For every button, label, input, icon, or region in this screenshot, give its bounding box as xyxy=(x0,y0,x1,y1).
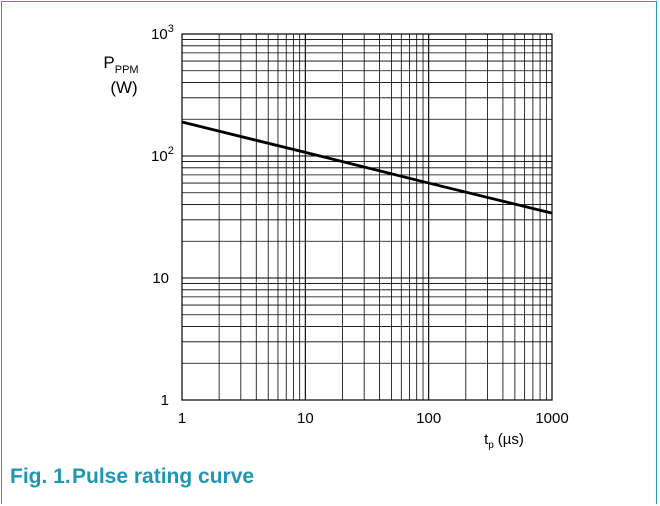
y-axis-unit: (W) xyxy=(110,78,137,97)
pulse-rating-curve xyxy=(181,120,553,215)
x-tick-label: 10 xyxy=(297,410,314,427)
chart-curves xyxy=(181,120,553,215)
y-tick-label: 10 xyxy=(152,270,169,287)
figure-caption: Fig. 1.Pulse rating curve xyxy=(10,465,254,489)
x-tick-label: 1 xyxy=(178,410,186,427)
x-tick-label: 100 xyxy=(416,410,441,427)
y-axis-label: PPPM xyxy=(103,53,138,76)
figure-number: Fig. 1. xyxy=(10,465,71,488)
y-tick-labels: 1 10 102 103 xyxy=(151,23,174,409)
x-tick-label: 1000 xyxy=(535,410,568,427)
x-tick-labels: 1 10 100 1000 xyxy=(178,410,569,427)
chart-grid xyxy=(181,33,553,401)
figure-title: Pulse rating curve xyxy=(72,465,255,488)
plot-area-border xyxy=(181,33,553,401)
y-tick-label: 103 xyxy=(151,23,174,43)
y-tick-label: 1 xyxy=(161,392,169,409)
y-tick-label: 102 xyxy=(151,145,174,165)
x-axis-label: tp (µs) xyxy=(484,431,524,451)
pulse-rating-chart: 1 10 100 1000 1 10 102 103 PPPM (W) tp (µs) xyxy=(103,23,569,451)
